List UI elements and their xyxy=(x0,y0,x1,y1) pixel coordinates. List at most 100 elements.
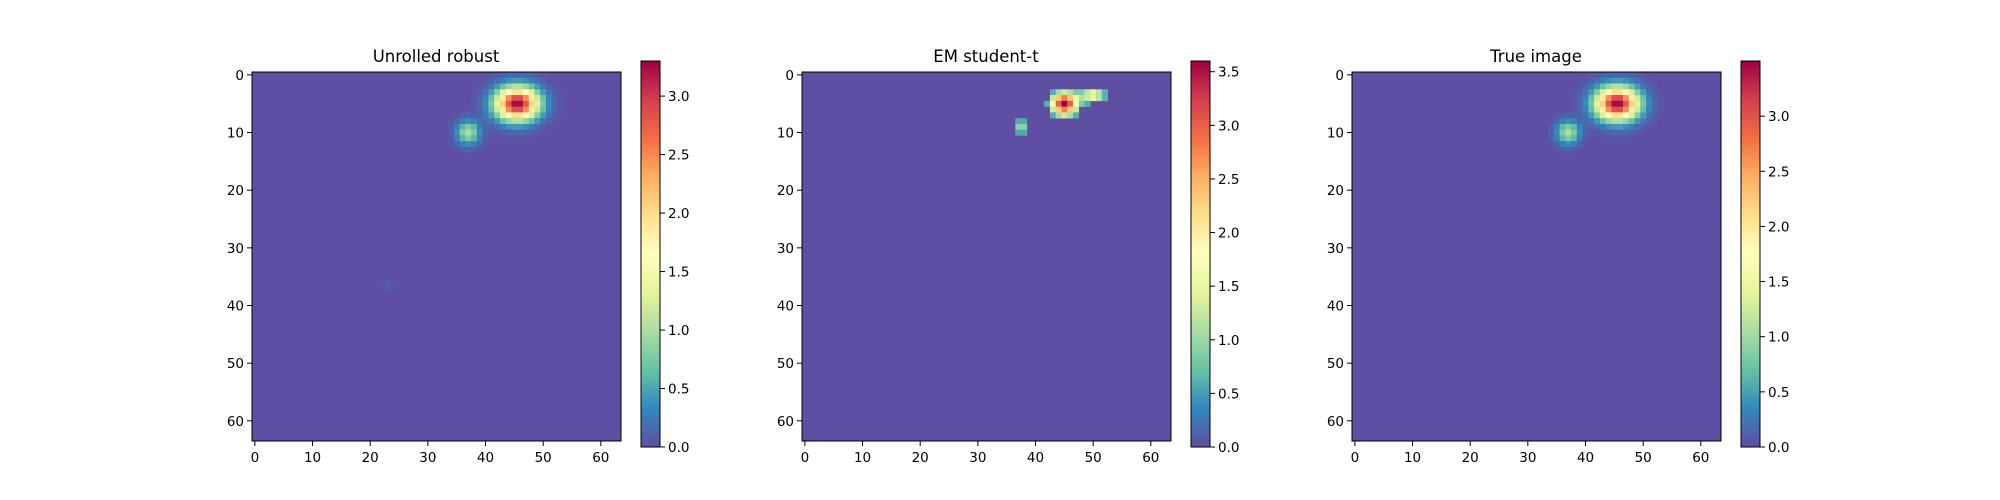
heatmap-cell xyxy=(1576,146,1583,154)
heatmap-cell xyxy=(1565,129,1572,136)
heatmap-cell xyxy=(1617,83,1624,90)
heatmap-cell xyxy=(1622,72,1630,79)
heatmap-cell xyxy=(546,118,553,125)
heatmap-cells xyxy=(1015,89,1108,136)
heatmap-cell xyxy=(1582,141,1589,148)
heatmap-cell xyxy=(1617,118,1624,125)
heatmap-cell xyxy=(511,72,518,79)
heatmap-cell xyxy=(499,77,506,84)
heatmap-cell xyxy=(448,118,455,125)
heatmap-cell xyxy=(540,112,547,119)
heatmap-cell xyxy=(1628,72,1635,79)
heatmap-cell xyxy=(1594,100,1601,107)
heatmap-cell xyxy=(1611,106,1618,113)
heatmap-cell xyxy=(1640,112,1647,119)
heatmap-cell xyxy=(1055,112,1062,119)
heatmap-cell xyxy=(517,72,524,79)
heatmap-cell xyxy=(1611,135,1618,142)
heatmap-cell xyxy=(528,135,535,142)
x-tick-label: 60 xyxy=(1692,450,1709,466)
heatmap-cell xyxy=(534,118,541,125)
heatmap-cell xyxy=(499,95,506,102)
heatmap-cell xyxy=(1049,112,1056,119)
heatmap-cell xyxy=(557,112,564,119)
heatmap-cell xyxy=(1559,146,1566,154)
heatmap-cell xyxy=(459,146,466,154)
heatmap-cell xyxy=(1588,129,1595,136)
heatmap-cell xyxy=(1582,135,1589,142)
heatmap-cell xyxy=(1061,106,1068,113)
heatmap-cell xyxy=(1640,118,1647,125)
heatmap-cell xyxy=(505,106,512,113)
heatmap-background xyxy=(1352,72,1721,441)
heatmap-cell xyxy=(1582,77,1589,84)
colorbar-tick-label: 1.0 xyxy=(668,323,689,339)
heatmap-cell xyxy=(482,112,489,119)
heatmap-cell xyxy=(1634,83,1641,90)
heatmap-cell xyxy=(505,89,512,96)
heatmap-cell xyxy=(1634,77,1641,84)
heatmap-cell xyxy=(1067,95,1074,102)
heatmap-cell xyxy=(482,77,489,84)
heatmap-cell xyxy=(1617,135,1624,142)
heatmap-cell xyxy=(1594,72,1601,79)
colorbar-frame xyxy=(640,60,661,448)
x-tick-label: 40 xyxy=(1027,450,1044,466)
heatmap-cell xyxy=(1651,118,1658,125)
heatmap-cell xyxy=(494,77,501,84)
heatmap-cell xyxy=(482,135,489,142)
heatmap-cell xyxy=(522,95,530,102)
heatmap-cell xyxy=(494,95,501,102)
heatmap-cell xyxy=(534,112,541,119)
x-tick-label: 60 xyxy=(592,450,609,466)
heatmap-cell xyxy=(522,72,530,79)
heatmap-cell xyxy=(482,100,489,107)
heatmap-cell xyxy=(1646,112,1653,119)
heatmap-cell xyxy=(465,112,472,119)
heatmap-cell xyxy=(1015,123,1022,130)
heatmap-cell xyxy=(1553,129,1560,136)
y-tick-label: 10 xyxy=(1327,126,1344,142)
heatmap-cell xyxy=(471,106,478,113)
heatmap-cell xyxy=(488,106,495,113)
heatmap-cell xyxy=(1599,123,1606,130)
heatmap-cell xyxy=(1605,83,1612,90)
heatmap-cell xyxy=(476,112,483,119)
x-tick-label: 60 xyxy=(1142,450,1159,466)
heatmap-cell xyxy=(465,141,472,148)
x-tick-label: 10 xyxy=(854,450,871,466)
heatmap-cell xyxy=(1646,77,1653,84)
heatmap-cell xyxy=(517,77,524,84)
panel-em-student-t: EM student-t xyxy=(933,47,1039,66)
heatmap-cell xyxy=(1646,123,1653,130)
heatmap-cell xyxy=(1553,141,1560,148)
colorbar-tick-label: 3.0 xyxy=(668,89,689,105)
heatmap-cell xyxy=(471,123,478,130)
heatmap-cell xyxy=(534,106,541,113)
heatmap-cell xyxy=(1559,123,1566,130)
heatmap-cell xyxy=(1599,129,1606,136)
heatmap-cell xyxy=(1617,123,1624,130)
heatmap-cell xyxy=(459,118,466,125)
heatmap-cell xyxy=(488,123,495,130)
heatmap-cell xyxy=(1640,95,1647,102)
heatmap-cell xyxy=(522,118,530,125)
heatmap-cell xyxy=(1594,106,1601,113)
heatmap-cell xyxy=(522,112,530,119)
colorbar-tick-label: 3.0 xyxy=(1768,109,1789,125)
heatmap-cell xyxy=(471,146,478,154)
heatmap-cell xyxy=(551,100,558,107)
heatmap-cell xyxy=(1588,106,1595,113)
heatmap-cell xyxy=(1559,112,1566,119)
heatmap-cell xyxy=(557,106,564,113)
heatmap-cell xyxy=(1096,95,1103,102)
heatmap-cell xyxy=(1611,129,1618,136)
y-tick-label: 40 xyxy=(777,299,794,315)
heatmap-cell xyxy=(471,112,478,119)
heatmap-cell xyxy=(499,72,506,79)
y-tick-label: 50 xyxy=(777,356,794,372)
heatmap-cell xyxy=(1640,77,1647,84)
heatmap-cell xyxy=(1646,106,1653,113)
heatmap-cell xyxy=(1634,129,1641,136)
panel-plot: 0 10 20 30 40 50 60 0 10 20 30 40 50 60 0.0 0.5 1.0 1.5 2.… xyxy=(1327,60,1789,466)
